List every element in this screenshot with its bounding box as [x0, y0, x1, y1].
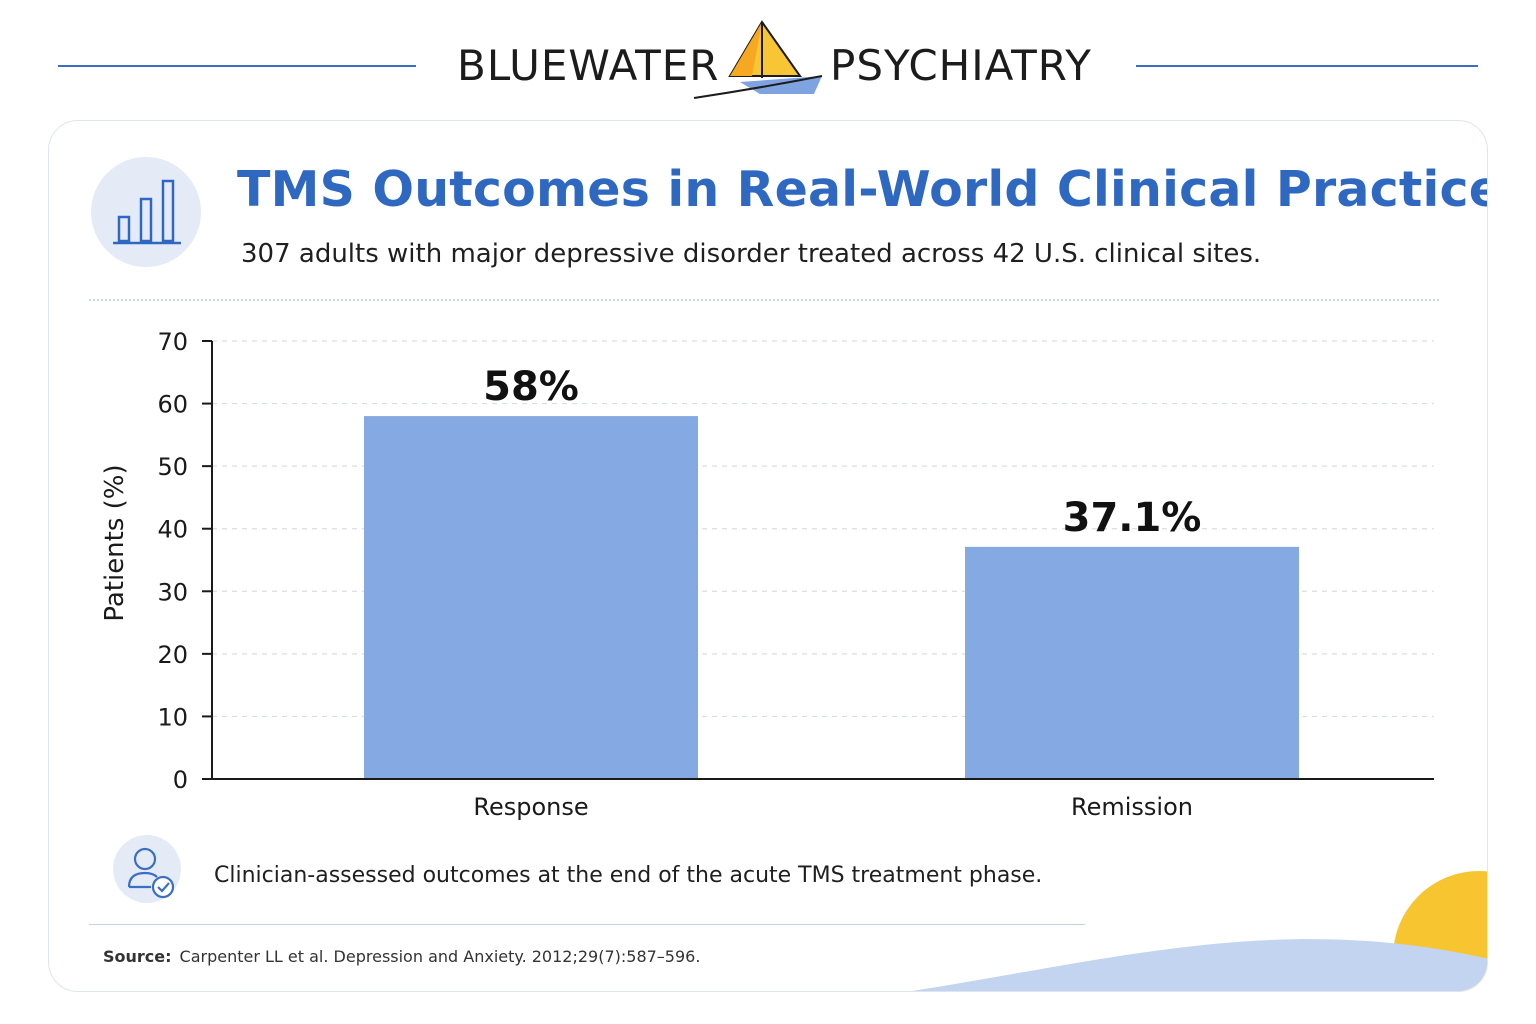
clinician-check-icon	[113, 835, 181, 903]
source-label: Source:	[103, 947, 172, 966]
brand-name-left: BLUEWATER	[457, 41, 720, 90]
header-divider	[89, 299, 1439, 301]
x-tick-label: Remission	[1071, 793, 1193, 821]
x-tick-label: Response	[473, 793, 588, 821]
data-label: 37.1%	[1063, 495, 1202, 541]
y-tick-label: 40	[157, 516, 188, 544]
chart-subtitle: 307 adults with major depressive disorde…	[241, 239, 1262, 269]
y-tick-label: 60	[157, 391, 188, 419]
source-citation: Source: Carpenter LL et al. Depression an…	[103, 947, 700, 966]
brand-rule-right	[1136, 65, 1478, 67]
data-labels: 58% 37.1%	[483, 364, 1201, 541]
brand-rule-left	[58, 65, 416, 67]
y-axis-label: Patients (%)	[100, 464, 130, 621]
y-tick-label: 70	[157, 328, 188, 356]
data-label: 58%	[483, 364, 579, 410]
y-tick-label: 0	[173, 766, 188, 794]
brand-name-right: PSYCHIATRY	[830, 41, 1092, 90]
chart-note: Clinician-assessed outcomes at the end o…	[214, 863, 1043, 888]
chart-card: TMS Outcomes in Real-World Clinical Prac…	[48, 120, 1488, 992]
bar-chart: 58% 37.1% 0 10 20 30 40 50 60 70 Response Remissio…	[100, 328, 1434, 821]
axes: 0 10 20 30 40 50 60 70 Response Remission	[157, 328, 1434, 821]
footer-divider	[89, 924, 1085, 925]
y-tick-label: 30	[157, 578, 188, 606]
bar-chart-icon	[91, 157, 201, 267]
bar-response	[364, 416, 698, 779]
wave-decoration	[911, 939, 1487, 991]
card-decoration	[911, 871, 1487, 991]
sailboat-icon	[693, 20, 823, 99]
chart-title: TMS Outcomes in Real-World Clinical Prac…	[237, 161, 1488, 218]
y-tick-label: 20	[157, 641, 188, 669]
y-tick-label: 50	[157, 453, 188, 481]
bar-remission	[965, 546, 1299, 779]
source-text: Carpenter LL et al. Depression and Anxie…	[179, 947, 701, 966]
y-tick-label: 10	[157, 703, 188, 731]
bars	[364, 416, 1299, 779]
